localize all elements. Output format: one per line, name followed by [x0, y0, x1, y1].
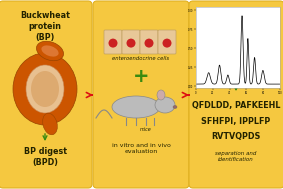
Text: Buckwheat
protein
(BP): Buckwheat protein (BP): [20, 11, 70, 42]
Circle shape: [162, 39, 171, 48]
Circle shape: [145, 39, 153, 48]
Circle shape: [127, 39, 136, 48]
Ellipse shape: [41, 45, 59, 57]
Text: +: +: [133, 67, 149, 87]
Ellipse shape: [155, 97, 175, 113]
Ellipse shape: [173, 105, 177, 108]
FancyBboxPatch shape: [189, 1, 283, 188]
FancyBboxPatch shape: [93, 1, 189, 188]
Text: RVTVQPDS: RVTVQPDS: [211, 132, 261, 141]
Text: QFDLDD, PAFKEEHL: QFDLDD, PAFKEEHL: [192, 101, 280, 110]
Text: SFHFPI, IPPLFP: SFHFPI, IPPLFP: [201, 117, 271, 126]
Text: mice: mice: [140, 127, 152, 132]
Ellipse shape: [13, 53, 77, 125]
Ellipse shape: [37, 41, 63, 61]
FancyBboxPatch shape: [158, 30, 176, 54]
Text: BP digest
(BPD): BP digest (BPD): [23, 147, 67, 167]
FancyBboxPatch shape: [104, 30, 122, 54]
Ellipse shape: [26, 65, 64, 113]
Text: enteroendocrine cells: enteroendocrine cells: [112, 56, 170, 61]
Ellipse shape: [43, 113, 57, 135]
Ellipse shape: [112, 96, 160, 118]
Ellipse shape: [31, 71, 59, 107]
Circle shape: [108, 39, 117, 48]
FancyBboxPatch shape: [140, 30, 158, 54]
FancyBboxPatch shape: [122, 30, 140, 54]
Text: in vitro and in vivo
evaluation: in vitro and in vivo evaluation: [112, 143, 170, 154]
FancyBboxPatch shape: [0, 1, 92, 188]
Text: separation and
identification: separation and identification: [215, 151, 257, 162]
Ellipse shape: [157, 90, 165, 100]
